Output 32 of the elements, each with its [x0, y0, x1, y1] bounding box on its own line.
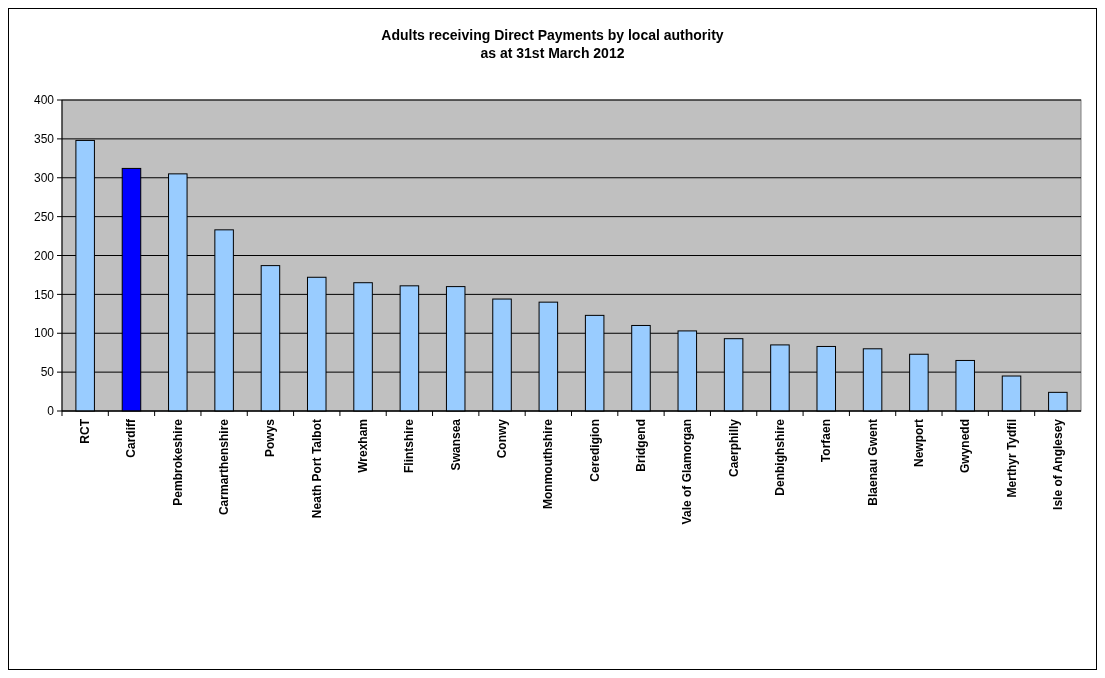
- x-tick-label: RCT: [78, 418, 93, 444]
- chart-title: Adults receiving Direct Payments by local authority as at 31st March 2012: [381, 27, 724, 61]
- x-tick-label: Blaenau Gwent: [865, 419, 880, 506]
- x-tick-label: Merthyr Tydfil: [1004, 419, 1019, 498]
- x-tick-label: Wrexham: [356, 419, 371, 473]
- x-tick-label: Torfaen: [819, 419, 834, 463]
- x-tick-label: Caerphilly: [726, 418, 741, 478]
- y-tick-label: 0: [47, 404, 55, 419]
- x-tick-label: Conwy: [495, 418, 510, 459]
- x-tick-label: Newport: [911, 419, 926, 467]
- y-tick-label: 200: [33, 248, 55, 263]
- y-tick-label: 400: [33, 93, 55, 108]
- x-tick-label: Monmouthshire: [541, 418, 556, 509]
- y-tick-label: 250: [33, 209, 55, 224]
- y-tick-label: 350: [33, 132, 55, 147]
- x-tick-label: Powys: [263, 418, 278, 458]
- x-tick-label: Bridgend: [633, 419, 648, 472]
- x-tick-label: Pembrokeshire: [170, 418, 185, 506]
- y-tick-label: 50: [40, 365, 55, 380]
- x-tick-label: Denbighshire: [772, 418, 787, 496]
- x-tick-label: Cardiff: [124, 418, 139, 458]
- x-tick-label: Vale of Glamorgan: [680, 419, 695, 525]
- x-tick-label: Gwynedd: [958, 419, 973, 474]
- y-tick-label: 100: [33, 326, 55, 341]
- y-tick-label: 150: [33, 287, 55, 302]
- y-tick-label: 300: [33, 170, 55, 185]
- x-tick-label: Swansea: [448, 418, 463, 471]
- x-tick-label: Isle of Anglesey: [1050, 418, 1065, 510]
- x-tick-label: Ceredigion: [587, 419, 602, 482]
- x-tick-label: Carmarthenshire: [217, 418, 232, 516]
- x-tick-label: Flintshire: [402, 418, 417, 474]
- x-tick-label: Neath Port Talbot: [309, 419, 324, 519]
